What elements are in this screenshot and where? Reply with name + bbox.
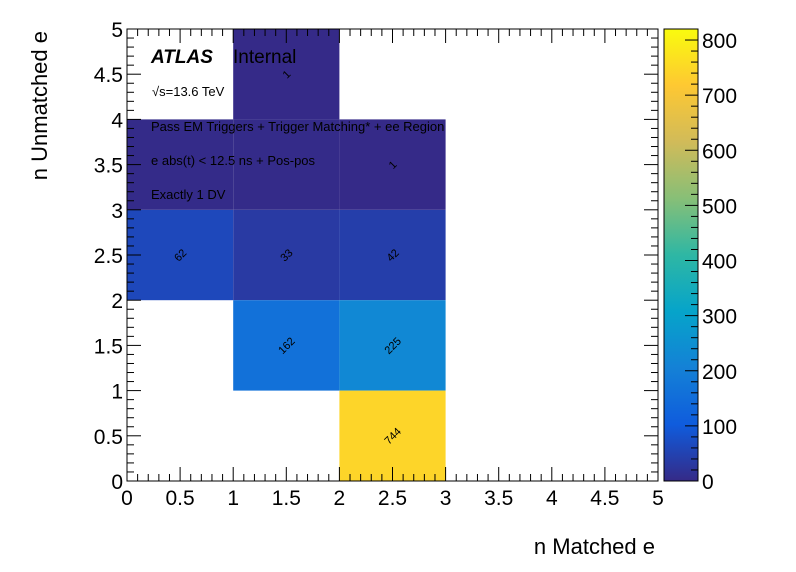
heatmap-cell <box>233 119 340 210</box>
colorbar <box>663 28 699 482</box>
x-tick-label: 2 <box>334 487 346 510</box>
y-tick-label: 2.5 <box>94 245 123 268</box>
heatmap-cell <box>339 300 446 391</box>
y-tick-label: 0 <box>111 471 123 494</box>
selection-label-1: Pass EM Triggers + Trigger Matching* + e… <box>151 119 444 134</box>
x-tick-label: 3.5 <box>484 487 513 510</box>
heatmap-cell <box>127 209 234 301</box>
heatmap-cell <box>339 209 446 301</box>
x-axis: 0 0.5 1 1.5 2 2.5 3 3.5 4 4.5 5 <box>121 29 664 510</box>
x-tick-label: 0 <box>121 487 133 510</box>
selection-label-3: Exactly 1 DV <box>151 187 226 202</box>
heatmap-cell <box>127 119 234 210</box>
y-tick-label: 3 <box>111 200 123 223</box>
internal-label: Internal <box>233 47 296 68</box>
x-tick-label: 4.5 <box>590 487 619 510</box>
atlas-label: ATLAS <box>150 47 213 68</box>
heatmap-cells <box>127 29 446 481</box>
colorbar-tick-label: 800 <box>702 30 737 53</box>
y-tick-label: 4 <box>111 109 123 132</box>
x-axis-label: n Matched e <box>534 534 655 559</box>
colorbar-tick-label: 100 <box>702 416 737 439</box>
y-tick-label: 0.5 <box>94 426 123 449</box>
colorbar-tick-label: 600 <box>702 140 737 163</box>
colorbar-tick-label: 300 <box>702 306 737 329</box>
heatmap-cell <box>233 300 340 391</box>
x-tick-label: 3 <box>440 487 452 510</box>
y-tick-label: 4.5 <box>94 64 123 87</box>
x-tick-label: 5 <box>652 487 664 510</box>
heatmap-cell <box>233 29 340 120</box>
annotations: ATLAS Internal √s=13.6 TeV Pass EM Trigg… <box>150 47 444 202</box>
heatmap-cell <box>339 119 446 210</box>
energy-label: √s=13.6 TeV <box>152 84 225 99</box>
selection-label-2: e abs(t) < 12.5 ns + Pos-pos <box>151 153 316 168</box>
x-tick-label: 4 <box>546 487 558 510</box>
x-tick-label: 0.5 <box>165 487 194 510</box>
y-axis-label: n Unmatched e <box>27 31 52 180</box>
y-tick-label: 1.5 <box>94 335 123 358</box>
y-tick-label: 2 <box>111 290 123 313</box>
colorbar-tick-label: 700 <box>702 85 737 108</box>
heatmap-cell <box>339 390 446 481</box>
y-axis: 0 0.5 1 1.5 2 2.5 3 3.5 4 4.5 5 <box>94 19 658 494</box>
colorbar-axis: 0 100 200 300 400 500 600 700 800 <box>685 30 737 494</box>
colorbar-tick-label: 0 <box>702 471 714 494</box>
y-tick-label: 1 <box>111 381 123 404</box>
colorbar-tick-label: 500 <box>702 195 737 218</box>
x-tick-label: 1.5 <box>272 487 301 510</box>
y-tick-label: 5 <box>111 19 123 42</box>
x-tick-label: 1 <box>227 487 239 510</box>
colorbar-tick-label: 400 <box>702 251 737 274</box>
heatmap-cell <box>233 209 340 301</box>
y-tick-label: 3.5 <box>94 155 123 178</box>
x-tick-label: 2.5 <box>378 487 407 510</box>
colorbar-tick-label: 200 <box>702 361 737 384</box>
